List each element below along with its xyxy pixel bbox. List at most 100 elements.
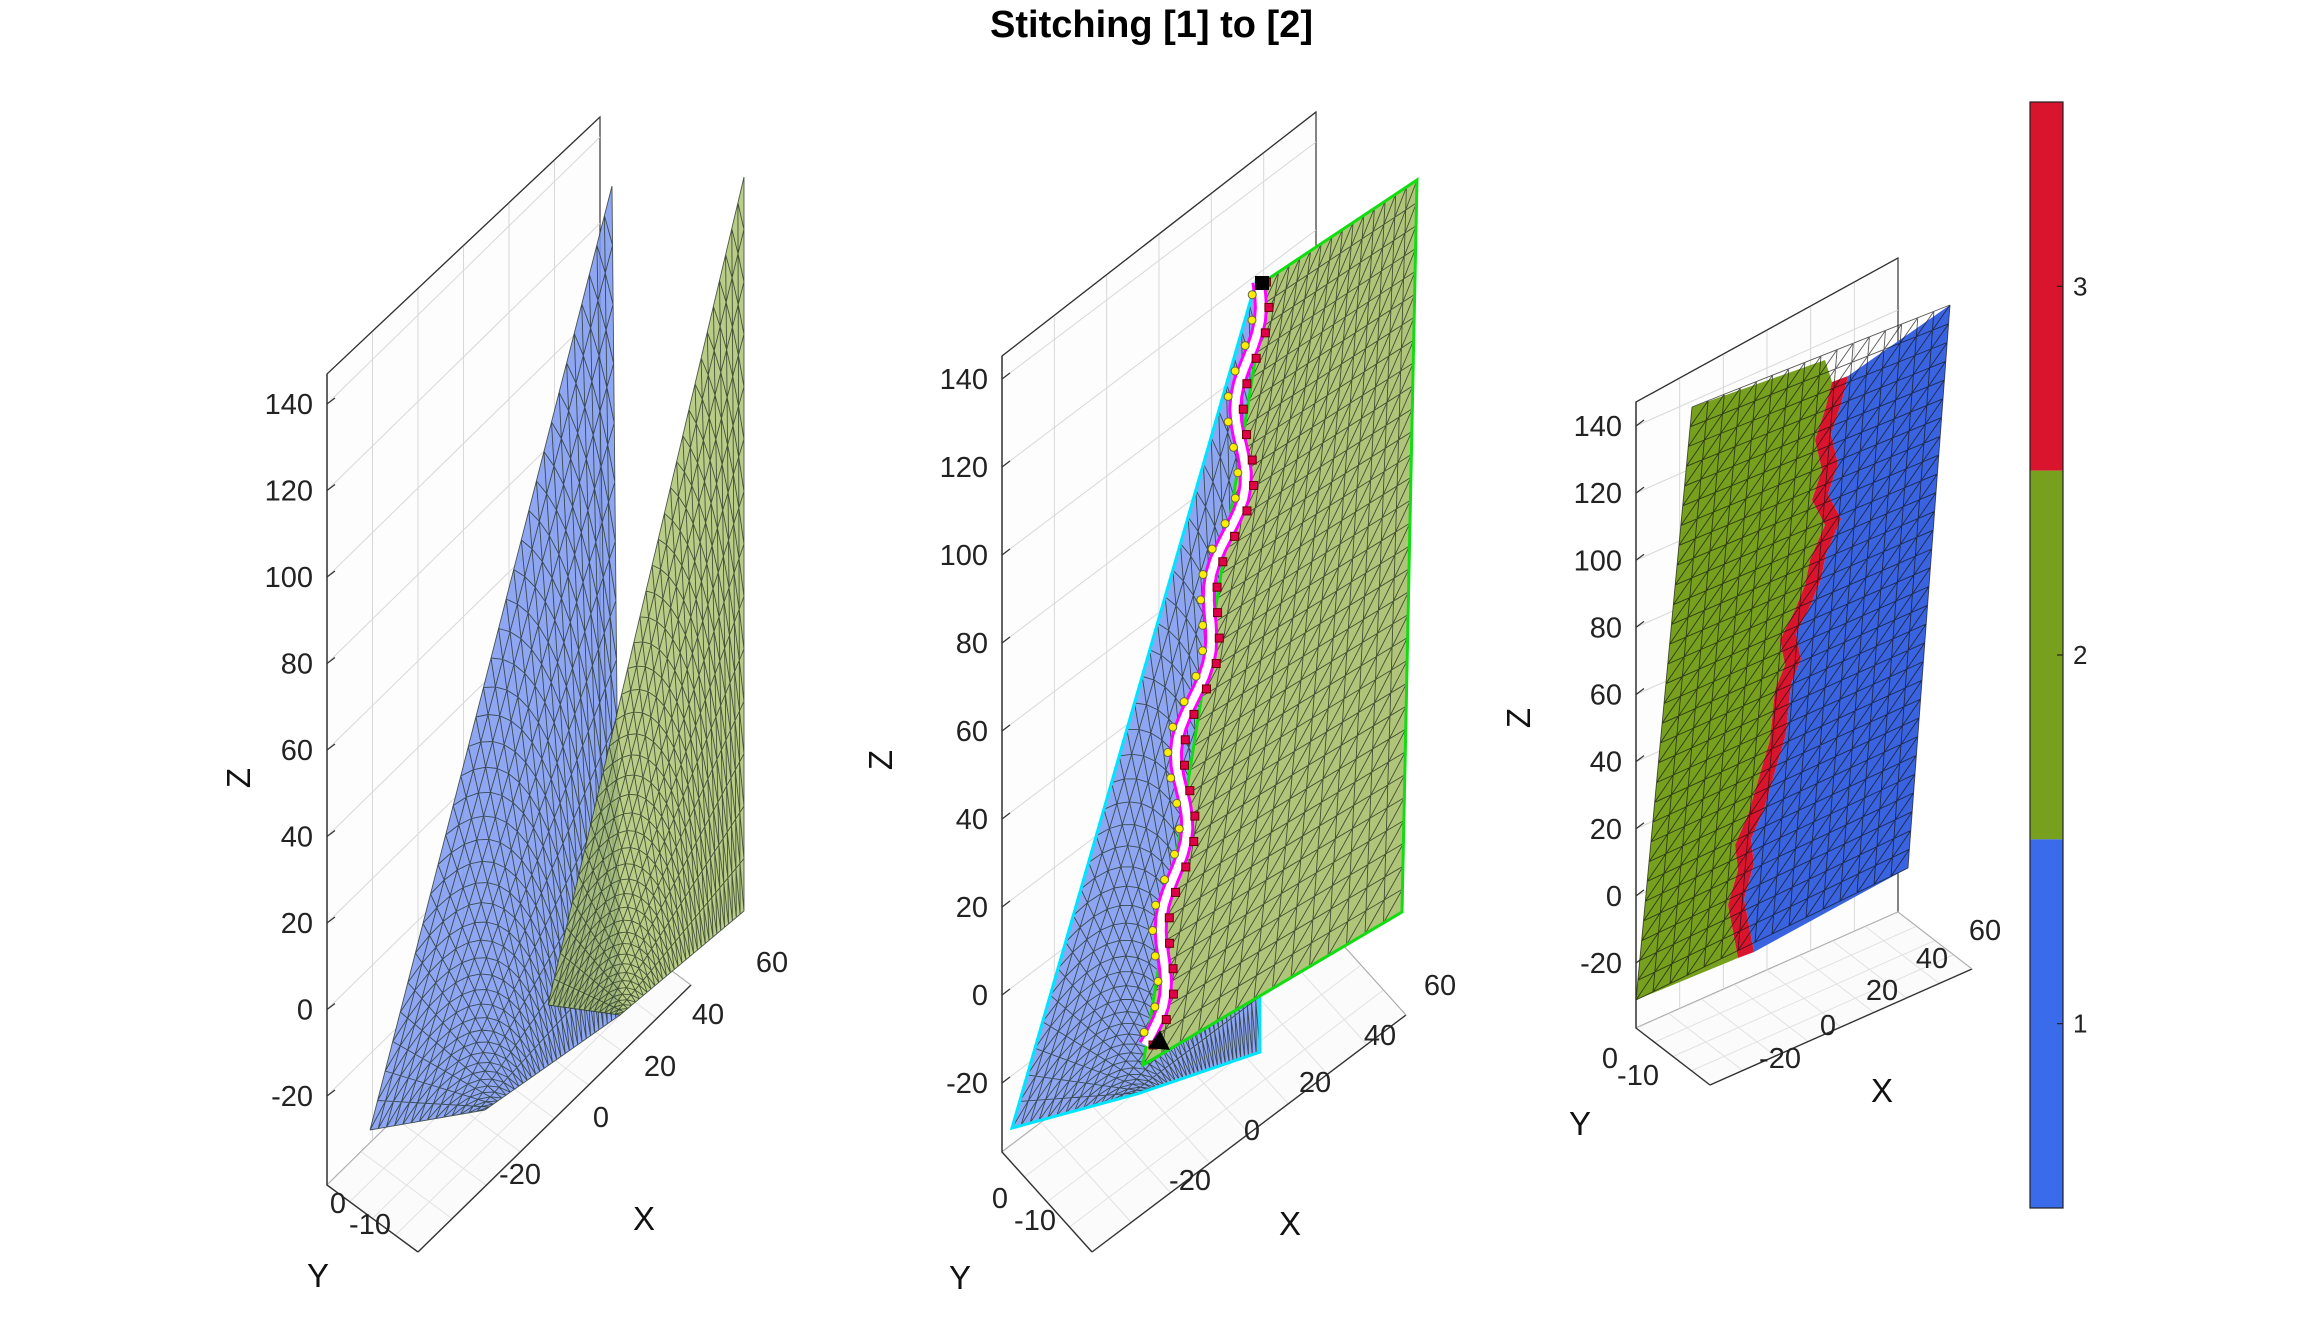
z-tick-label: 40 [281, 822, 313, 854]
seam-marker [1148, 926, 1158, 936]
seam-marker [1150, 1002, 1160, 1012]
z-tick-mark [326, 1089, 336, 1097]
seam-marker [1233, 468, 1243, 478]
y-axis-label: Y [307, 1257, 329, 1294]
seam-marker [1230, 366, 1240, 376]
stitched-surface [1635, 304, 1951, 1001]
x-tick-label: 60 [756, 947, 788, 979]
y-axis-label: Y [1569, 1105, 1591, 1142]
grid-line [326, 309, 601, 578]
x-tick-label: 40 [1364, 1020, 1396, 1052]
z-tick-label: 60 [956, 716, 988, 748]
seam-marker [1198, 569, 1208, 579]
z-tick-label: 140 [1574, 411, 1622, 443]
z-tick-mark [1001, 900, 1011, 908]
z-tick-mark [1001, 636, 1011, 644]
seam-point [1171, 887, 1181, 897]
surface-2 [1143, 180, 1417, 1065]
surface-1 [1744, 305, 1950, 952]
seam-marker [1139, 1027, 1149, 1037]
x-tick-label: 60 [1424, 970, 1456, 1002]
grid-line [1654, 925, 1917, 1043]
seam-point [1230, 531, 1240, 541]
z-tick-mark [1001, 460, 1011, 468]
seam-marker [1198, 620, 1208, 630]
z-tick-label: -20 [946, 1068, 988, 1100]
z-tick-label: 20 [956, 892, 988, 924]
y-tick-label: 0 [1602, 1043, 1618, 1075]
y-axis [1001, 1151, 1093, 1253]
seam-marker [1174, 824, 1184, 834]
seam-marker [1196, 595, 1206, 605]
grid-line [1046, 964, 1362, 1203]
x-axis [417, 984, 692, 1253]
axis-edge [1001, 111, 1317, 357]
seam-marker [1179, 697, 1189, 707]
seam-point [1260, 328, 1270, 338]
colorbar-tick-label: 2 [2073, 640, 2087, 670]
seam-point [1251, 353, 1261, 363]
y-axis [1635, 1027, 1711, 1086]
z-tick-label: 140 [265, 389, 313, 421]
x-tick-label: -20 [499, 1159, 541, 1191]
seam-point [1189, 709, 1199, 719]
x-tick-label: 0 [1244, 1115, 1260, 1147]
grid-line [1069, 989, 1384, 1228]
seam-marker [1172, 798, 1182, 808]
seam-end-marker [1255, 276, 1269, 290]
y-axis [326, 1184, 419, 1253]
seam-point [1264, 302, 1274, 312]
colorbar-tick-label: 3 [2073, 271, 2087, 301]
x-tick-label: -20 [1169, 1165, 1211, 1197]
seam-marker [1169, 849, 1179, 859]
z-tick-label: 40 [1590, 747, 1622, 779]
seam-marker [1247, 315, 1257, 325]
seam-point [1212, 582, 1222, 592]
z-tick-label: 0 [1606, 881, 1622, 913]
seam-point [1238, 404, 1248, 414]
z-tick-mark [326, 570, 336, 578]
z-tick-mark [1635, 620, 1645, 628]
z-tick-mark [326, 657, 336, 664]
y-tick-label: 0 [992, 1183, 1008, 1215]
seam-marker [1247, 290, 1257, 300]
seam-point [1211, 659, 1221, 668]
y-axis-label: Y [949, 1259, 971, 1296]
seam-marker [1168, 722, 1178, 732]
z-tick-mark [1635, 486, 1645, 494]
seam-point [1218, 557, 1228, 567]
grid-line [1635, 309, 1899, 427]
z-tick-label: -20 [1580, 948, 1622, 980]
x-tick-label: 0 [593, 1102, 609, 1134]
seam-point [1242, 506, 1252, 516]
z-tick-label: -20 [271, 1081, 313, 1113]
mesh-lines [547, 176, 745, 1016]
z-axis-label: Z [862, 750, 899, 770]
z-tick-label: 0 [972, 980, 988, 1012]
z-tick-mark [1001, 548, 1011, 556]
seam-point [1185, 786, 1195, 796]
surface-series-1 [369, 185, 621, 1131]
z-tick-mark [326, 1003, 336, 1010]
z-tick-label: 40 [956, 804, 988, 836]
z-tick-mark [326, 743, 336, 751]
seam-marker [1207, 544, 1217, 554]
seam-point [1242, 379, 1252, 389]
z-tick-label: 80 [1590, 612, 1622, 644]
seam-point [1189, 837, 1199, 847]
z-tick-label: 0 [297, 995, 313, 1027]
seam-point [1242, 430, 1252, 440]
grid-line [1691, 954, 1954, 1072]
seam-marker [1240, 341, 1250, 351]
x-tick-label: 40 [692, 999, 724, 1031]
x-tick-label: 60 [1969, 915, 2001, 947]
z-tick-label: 100 [265, 562, 313, 594]
seam-point [1214, 633, 1224, 643]
grid-line [326, 223, 601, 491]
seam-fill [1141, 281, 1265, 1047]
z-tick-mark [326, 916, 336, 924]
seam-point [1180, 735, 1190, 745]
